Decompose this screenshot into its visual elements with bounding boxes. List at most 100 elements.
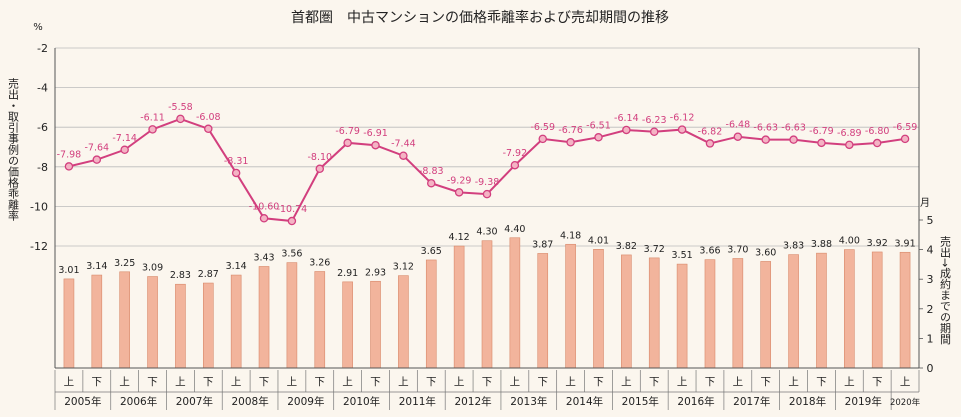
half-label: 上 <box>900 376 911 388</box>
line-point <box>872 138 882 148</box>
bar <box>147 276 158 369</box>
line-point <box>761 135 770 144</box>
line-value-label: -6.80 <box>865 126 890 137</box>
line-point <box>510 160 520 170</box>
bar-value-label: 3.87 <box>532 239 553 250</box>
half-label: 下 <box>816 376 827 388</box>
bar-value-label: 3.70 <box>727 244 748 255</box>
year-label: 2014年 <box>566 395 603 408</box>
bar <box>509 237 521 369</box>
left-tick-label: -4 <box>37 82 48 95</box>
bar <box>760 261 772 369</box>
right-axis-label: 売出→成約までの期間 <box>939 236 952 345</box>
line-value-label: -6.08 <box>196 112 221 123</box>
bar <box>175 283 186 369</box>
bar-value-label: 3.51 <box>672 250 693 261</box>
bar-value-label: 2.91 <box>337 268 358 279</box>
half-label: 下 <box>537 376 548 388</box>
year-label: 2010年 <box>343 395 380 408</box>
bar <box>398 275 409 369</box>
year-label: 2012年 <box>454 395 491 408</box>
bar <box>788 254 799 369</box>
line-point <box>817 138 826 148</box>
line-point <box>649 127 659 137</box>
half-label: 下 <box>760 376 771 388</box>
line-point <box>427 178 436 188</box>
bar-value-label: 3.83 <box>783 241 804 252</box>
line-value-label: -6.23 <box>642 115 667 126</box>
line-path <box>68 117 906 223</box>
bar <box>871 251 883 369</box>
line-point <box>705 139 715 148</box>
line-value-label: -6.59 <box>530 122 555 133</box>
line-point <box>789 135 798 144</box>
half-label: 下 <box>203 376 214 388</box>
line-point <box>176 114 185 124</box>
line-point <box>315 164 325 174</box>
year-label: 2020年 <box>890 397 921 408</box>
bar-value-label: 3.26 <box>309 258 330 269</box>
line-point <box>343 138 352 148</box>
year-label: 2015年 <box>622 395 659 408</box>
right-tick-label: 5 <box>927 214 934 227</box>
line-point <box>733 132 743 141</box>
line-point <box>371 140 380 150</box>
bar <box>453 245 465 369</box>
line-value-label: -6.11 <box>140 112 165 123</box>
line-point <box>677 125 687 134</box>
half-label: 上 <box>510 376 521 388</box>
bar-value-label: 3.43 <box>253 252 274 263</box>
bar-value-label: 4.00 <box>839 236 860 247</box>
bar-value-label: 3.14 <box>226 261 247 272</box>
line-value-label: -6.82 <box>698 126 723 137</box>
half-label: 下 <box>593 376 604 388</box>
bar-value-label: 3.14 <box>86 261 107 272</box>
line-point <box>594 133 603 142</box>
line-value-label: -9.38 <box>475 177 500 188</box>
line-point <box>204 124 213 134</box>
line-point <box>900 134 910 144</box>
line-value-label: -6.91 <box>363 128 388 139</box>
half-label: 上 <box>844 376 855 388</box>
line-value-label: -6.63 <box>753 123 778 134</box>
half-label: 上 <box>788 376 799 388</box>
line-point <box>622 125 631 135</box>
left-axis-unit: % <box>33 22 43 33</box>
bar <box>704 259 716 369</box>
half-label: 下 <box>705 376 716 388</box>
left-tick-label: -10 <box>30 200 48 213</box>
bar <box>565 243 576 369</box>
half-label: 下 <box>482 376 493 388</box>
half-label: 上 <box>175 376 186 388</box>
line-point <box>845 140 854 150</box>
bar <box>537 253 549 369</box>
half-label: 上 <box>621 376 632 388</box>
left-axis-label: 売出・取引事例の価格乖離率 <box>7 78 20 222</box>
line-point <box>148 125 157 134</box>
line-value-label: -6.79 <box>809 126 834 137</box>
bar <box>648 257 660 369</box>
right-tick-label: 2 <box>927 303 934 316</box>
half-label: 下 <box>649 376 660 388</box>
axis-layer: -2 -4 -6 -8 -10 -12 0 1 2 3 4 5 上 下 上 下 上 下 上 下 上 下 上 下 上 下 上 下 上 下 上 下… <box>30 42 934 410</box>
half-label: 上 <box>231 376 242 388</box>
half-label: 上 <box>119 376 130 388</box>
bar <box>676 263 688 369</box>
grid-layer <box>55 47 919 247</box>
bar <box>342 281 353 369</box>
bar <box>816 252 827 369</box>
line-point <box>538 134 547 144</box>
bar-value-label: 4.01 <box>588 235 609 246</box>
line-value-label: -6.76 <box>558 125 583 136</box>
half-label: 下 <box>315 376 326 388</box>
bar <box>230 274 242 369</box>
half-label: 上 <box>733 376 744 388</box>
bar-value-label: 3.82 <box>616 241 637 252</box>
bar-value-label: 4.40 <box>504 224 525 235</box>
line-value-label: -6.51 <box>586 120 611 131</box>
left-tick-label: -8 <box>37 161 48 174</box>
line-point <box>92 155 102 164</box>
year-label: 2007年 <box>176 395 213 408</box>
line-value-label: -10.60 <box>249 201 280 212</box>
